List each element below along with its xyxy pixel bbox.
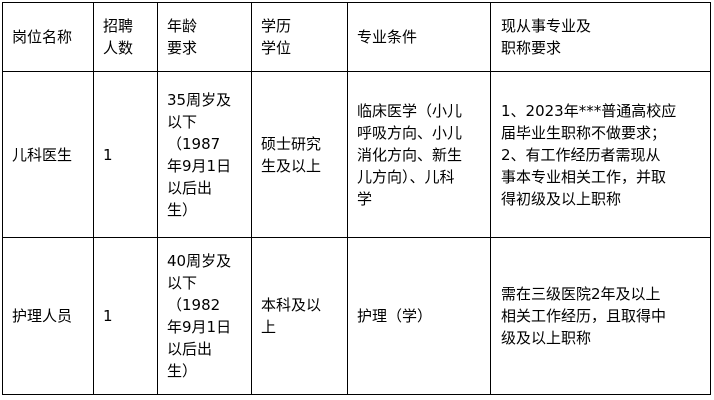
cell-count: 1 xyxy=(93,71,158,238)
cell-position: 儿科医生 xyxy=(2,71,94,238)
cell-count: 1 xyxy=(93,237,158,395)
cell-age: 40周岁及 以下 （1982 年9月1日 以后出 生） xyxy=(157,237,252,395)
cell-education: 硕士研究 生及以上 xyxy=(251,71,348,238)
header-requirement: 现从事专业及 职称要求 xyxy=(490,2,711,72)
cell-major: 护理（学） xyxy=(347,237,491,395)
cell-requirement: 1、2023年***普通高校应 届毕业生职称不做要求； 2、有工作经历者需现从 … xyxy=(490,71,711,238)
cell-position: 护理人员 xyxy=(2,237,94,395)
table-row: 护理人员 1 40周岁及 以下 （1982 年9月1日 以后出 生） 本科及以 … xyxy=(2,237,711,395)
header-row: 岗位名称 招聘 人数 年龄 要求 学历 学位 专业条件 现从事专业及 职称要求 xyxy=(2,2,711,72)
header-education: 学历 学位 xyxy=(251,2,348,72)
recruitment-table: 岗位名称 招聘 人数 年龄 要求 学历 学位 专业条件 现从事专业及 职称要求 … xyxy=(2,2,711,395)
cell-requirement: 需在三级医院2年及以上 相关工作经历，且取得中 级及以上职称 xyxy=(490,237,711,395)
table-row: 儿科医生 1 35周岁及 以下 （1987 年9月1日 以后出 生） 硕士研究 … xyxy=(2,71,711,238)
cell-major: 临床医学（小儿 呼吸方向、小儿 消化方向、新生 儿方向）、儿科 学 xyxy=(347,71,491,238)
header-position: 岗位名称 xyxy=(2,2,94,72)
header-major: 专业条件 xyxy=(347,2,491,72)
cell-education: 本科及以 上 xyxy=(251,237,348,395)
cell-age: 35周岁及 以下 （1987 年9月1日 以后出 生） xyxy=(157,71,252,238)
header-age: 年龄 要求 xyxy=(157,2,252,72)
header-count: 招聘 人数 xyxy=(93,2,158,72)
